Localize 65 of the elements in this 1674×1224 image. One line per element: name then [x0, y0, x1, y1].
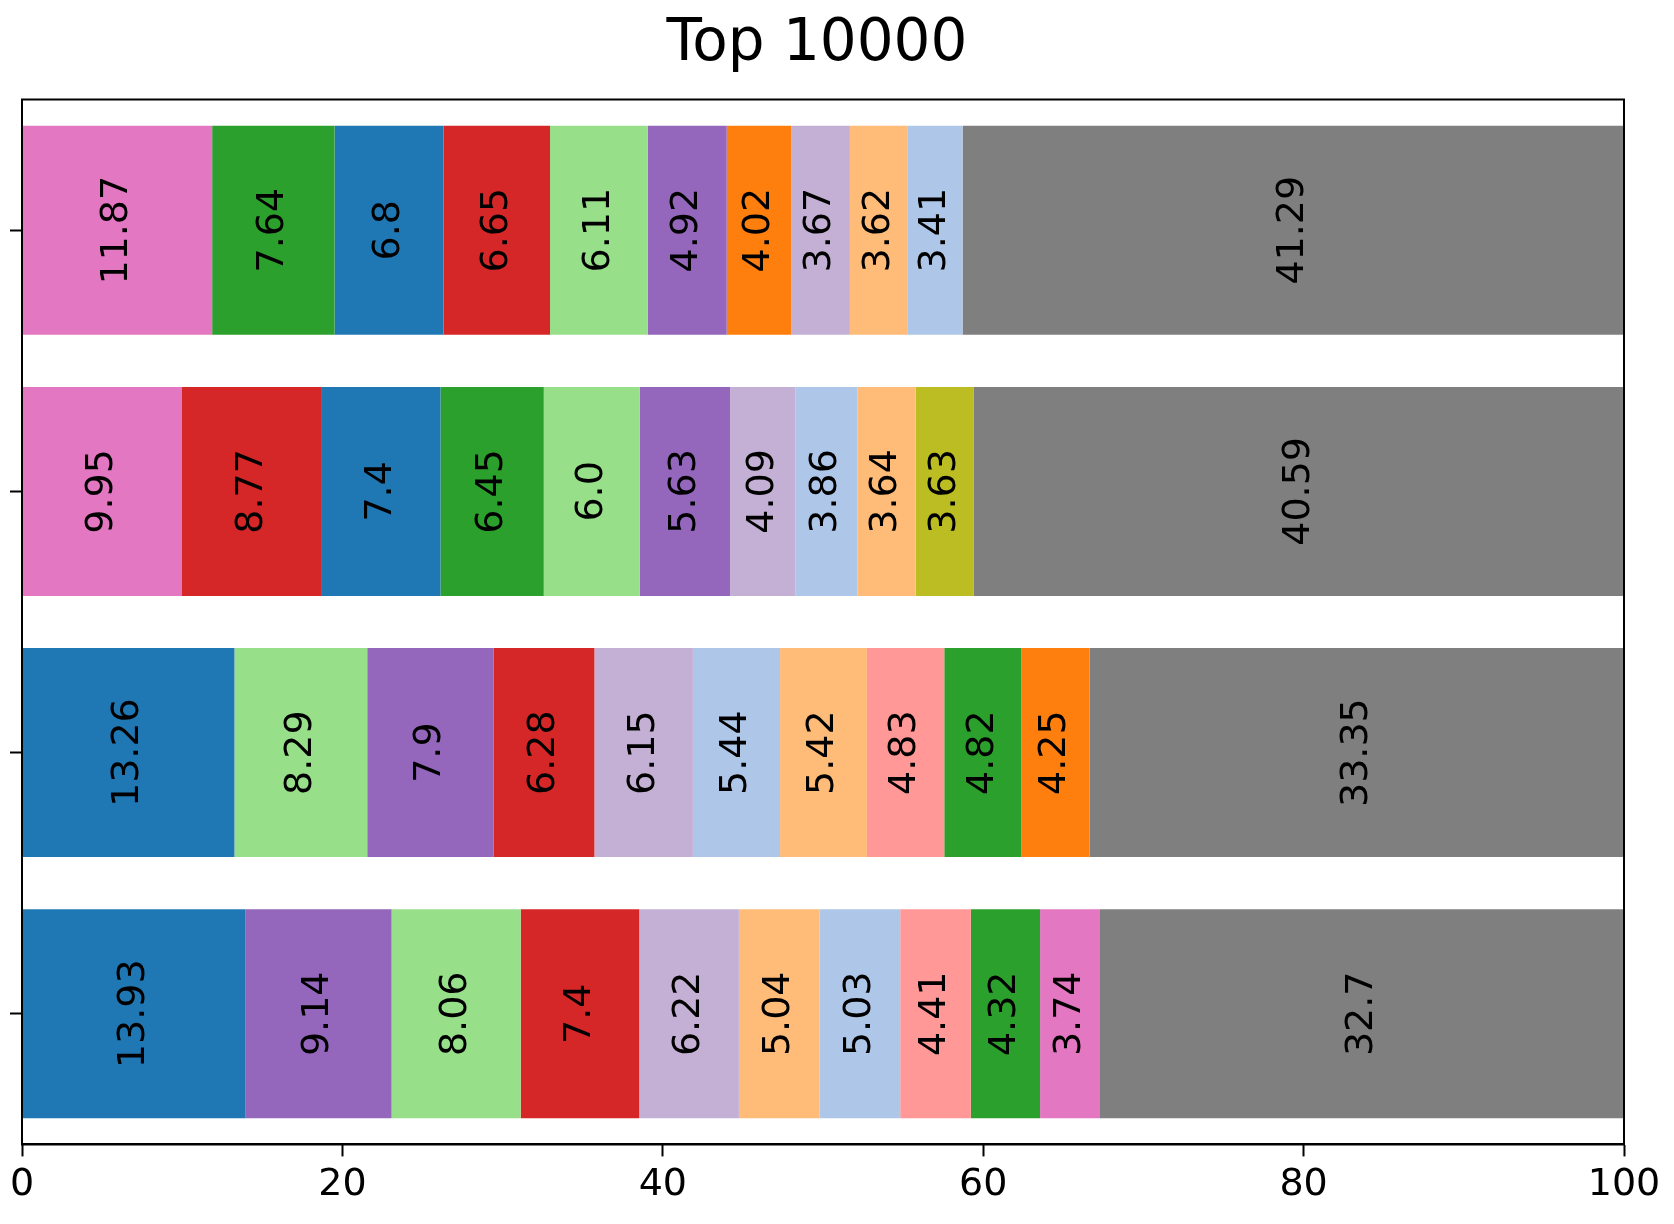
bar: [493, 648, 595, 858]
data-label: 9.95: [76, 449, 121, 534]
bar: [915, 386, 974, 596]
data-label: 33.35: [1331, 698, 1376, 807]
bar: [321, 386, 441, 596]
data-label: 7.4: [554, 983, 599, 1045]
data-label: 6.45: [466, 449, 511, 534]
data-label: 13.93: [108, 959, 153, 1069]
bar: [443, 125, 551, 335]
data-label: 5.42: [798, 710, 843, 795]
data-label: 6.28: [518, 710, 563, 795]
data-label: 13.26: [103, 698, 148, 807]
data-label: 3.41: [910, 187, 955, 273]
bar: [900, 909, 971, 1119]
data-label: 7.9: [405, 722, 450, 783]
x-tick-label: 0: [9, 1160, 35, 1205]
data-label: 4.09: [737, 449, 782, 534]
data-label: 8.77: [226, 449, 271, 534]
bar: [639, 386, 731, 596]
x-tick-label: 80: [1279, 1160, 1328, 1205]
data-label: 3.67: [795, 187, 840, 273]
data-label: 5.63: [659, 449, 704, 534]
data-label: 4.41: [910, 971, 955, 1057]
data-label: 11.87: [92, 175, 137, 285]
bar: [973, 386, 1624, 596]
data-label: 7.4: [356, 461, 401, 522]
data-label: 6.22: [663, 971, 708, 1057]
data-label: 6.0: [566, 461, 611, 522]
data-label: 6.11: [573, 187, 618, 273]
data-label: 32.7: [1336, 971, 1381, 1057]
data-label: 41.29: [1268, 175, 1313, 285]
data-label: 9.14: [293, 971, 338, 1057]
bar: [962, 125, 1624, 335]
x-tick-label: 40: [638, 1160, 687, 1205]
data-label: 5.03: [834, 971, 879, 1057]
data-label: 3.74: [1044, 971, 1089, 1057]
chart-title: Top 10000: [665, 5, 968, 74]
data-label: 4.32: [980, 971, 1025, 1057]
x-tick-label: 60: [959, 1160, 1008, 1205]
data-label: 6.65: [471, 187, 516, 273]
x-tick-label: 20: [318, 1160, 367, 1205]
data-label: 3.64: [861, 449, 906, 534]
data-label: 4.25: [1030, 710, 1075, 795]
data-label: 4.02: [733, 187, 778, 273]
bar: [334, 125, 444, 335]
data-label: 8.06: [431, 971, 476, 1057]
data-label: 3.86: [801, 449, 846, 534]
bar: [1099, 909, 1624, 1119]
bar: [647, 125, 727, 335]
data-label: 5.44: [711, 710, 756, 795]
data-label: 7.64: [248, 187, 293, 273]
data-label: 5.04: [754, 971, 799, 1057]
bar: [1089, 648, 1624, 858]
data-label: 6.8: [363, 199, 408, 261]
data-label: 4.92: [662, 187, 707, 273]
data-label: 3.63: [919, 449, 964, 534]
data-label: 8.29: [275, 710, 320, 795]
bar: [520, 909, 640, 1119]
x-tick-label: 100: [1587, 1160, 1661, 1205]
data-label: 3.62: [853, 187, 898, 273]
bar: [866, 648, 945, 858]
data-label: 4.83: [880, 710, 925, 795]
data-label: 4.82: [957, 710, 1002, 795]
data-label: 40.59: [1273, 437, 1318, 546]
data-label: 6.15: [618, 710, 663, 795]
